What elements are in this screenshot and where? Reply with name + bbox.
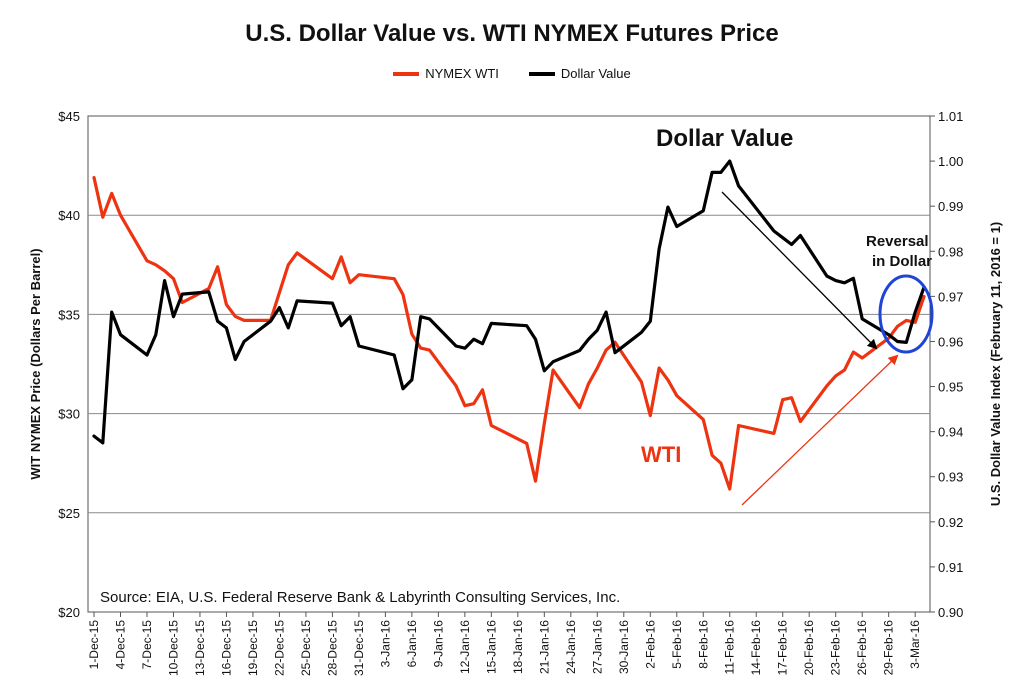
x-tick-label: 28-Dec-15 [325,620,339,676]
x-tick-label: 5-Feb-16 [670,620,684,669]
chart-title: U.S. Dollar Value vs. WTI NYMEX Futures … [245,20,779,47]
x-tick-label: 17-Feb-16 [776,620,790,676]
series-line-wti [92,175,926,491]
legend-swatch-wti [393,71,420,76]
x-tick-label: 13-Dec-15 [193,620,207,676]
x-tick-label: 19-Dec-15 [246,620,260,676]
x-tick-label: 10-Dec-15 [166,620,180,676]
y2-tick-label: 0.94 [938,425,963,440]
x-tick-label: 2-Feb-16 [643,620,657,669]
legend-label-wti: NYMEX WTI [425,66,499,81]
y2-tick-label: 0.92 [938,515,963,530]
y2-tick-label: 0.91 [938,560,963,575]
y2-tick-label: 0.90 [938,605,963,620]
x-tick-label: 3-Jan-16 [378,620,392,668]
annotation-dollar-value: Dollar Value [656,125,793,152]
x-tick-label: 3-Mar-16 [908,620,922,669]
x-tick-label: 8-Feb-16 [696,620,710,669]
x-tick-label: 11-Feb-16 [723,620,737,675]
y2-tick-label: 0.97 [938,289,963,304]
y2-axis-label: U.S. Dollar Value Index (February 11, 20… [988,222,1003,506]
x-tick-label: 25-Dec-15 [299,620,313,676]
legend-swatch-dollar [528,71,555,76]
y-tick-label: $30 [58,407,80,422]
x-tick-label: 16-Dec-15 [219,620,233,676]
y2-tick-label: 0.98 [938,244,963,259]
x-tick-label: 20-Feb-16 [802,620,816,676]
x-tick-label: 24-Jan-16 [564,620,578,674]
annotation-reversal-line1: Reversal [866,233,929,250]
x-tick-label: 23-Feb-16 [829,620,843,676]
x-tick-label: 22-Dec-15 [272,620,286,676]
x-tick-label: 30-Jan-16 [617,620,631,674]
annotation-wti: WTI [641,442,681,467]
y-axis-label: WIT NYMEX Price (Dollars Per Barrel) [28,248,43,479]
y2-tick-label: 0.96 [938,334,963,349]
x-tick-label: 9-Jan-16 [431,620,445,668]
x-tick-label: 21-Jan-16 [537,620,551,674]
y2-tick-label: 0.95 [938,380,963,395]
y2-tick-label: 0.99 [938,199,963,214]
annotation-arrow-down [721,191,878,350]
y-tick-label: $45 [58,109,80,124]
y2-tick-label: 0.93 [938,470,963,485]
legend-item-dollar: Dollar Value [528,66,631,81]
y-tick-label: $25 [58,506,80,521]
annotation-arrow-up [741,354,899,506]
x-tick-label: 4-Dec-15 [113,620,127,670]
x-tick-label: 27-Jan-16 [590,620,604,674]
x-tick-label: 31-Dec-15 [352,620,366,676]
x-tick-label: 1-Dec-15 [87,620,101,670]
legend: NYMEX WTI Dollar Value [0,66,1024,81]
annotation-reversal-line2: in Dollar [872,253,932,270]
legend-label-dollar: Dollar Value [560,66,631,81]
x-tick-label: 14-Feb-16 [749,620,763,676]
x-tick-label: 6-Jan-16 [405,620,419,668]
legend-item-wti: NYMEX WTI [393,66,499,81]
plot-area [87,115,931,613]
y-tick-label: $20 [58,605,80,620]
x-tick-label: 18-Jan-16 [511,620,525,674]
x-tick-label: 12-Jan-16 [458,620,472,674]
y-tick-label: $40 [58,208,80,223]
y2-tick-label: 1.01 [938,109,963,124]
annotation-source: Source: EIA, U.S. Federal Reserve Bank &… [100,589,620,606]
x-tick-label: 26-Feb-16 [855,620,869,676]
x-tick-label: 7-Dec-15 [140,620,154,670]
series-line-dollar-value [92,159,926,445]
x-tick-label: 15-Jan-16 [484,620,498,674]
x-tick-label: 29-Feb-16 [882,620,896,676]
annotation-reversal-circle [878,274,934,354]
y-tick-label: $35 [58,307,80,322]
y2-tick-label: 1.00 [938,154,963,169]
